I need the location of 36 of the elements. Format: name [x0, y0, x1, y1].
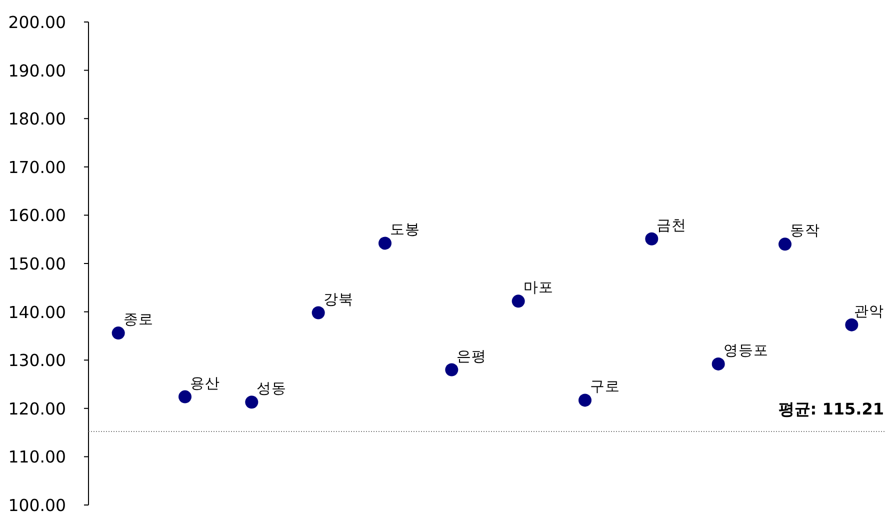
- point: [245, 396, 258, 409]
- x-tick-label: 용산: [190, 376, 220, 392]
- x-tick-label: 성동: [256, 381, 287, 398]
- y-tick-label: 140.00: [8, 302, 66, 322]
- y-tick-label: 200.00: [8, 13, 66, 32]
- y-tick-label: 100.00: [8, 496, 66, 515]
- x-tick-label: 금천: [656, 218, 687, 234]
- point: [378, 236, 392, 250]
- ref-line-label: 평균: 115.21: [778, 400, 884, 419]
- point: [512, 294, 525, 308]
- point: [312, 306, 325, 320]
- point: [578, 394, 592, 407]
- point: [845, 318, 858, 332]
- x-tick-label: 종로: [123, 312, 154, 328]
- point: [712, 357, 725, 370]
- y-tick-label: 170.00: [8, 158, 66, 177]
- x-tick-label: 마포: [523, 280, 554, 296]
- y-tick-label: 180.00: [8, 110, 66, 129]
- y-tick-label: 110.00: [8, 448, 66, 467]
- x-tick-label: 도봉: [390, 222, 420, 238]
- point: [645, 232, 658, 246]
- x-tick-label: 관악: [854, 304, 884, 320]
- point: [112, 326, 125, 340]
- x-tick-label: 강북: [323, 292, 354, 308]
- x-tick-label: 은평: [456, 348, 487, 365]
- point: [178, 390, 192, 404]
- x-tick-label: 구로: [590, 379, 620, 396]
- point: [778, 238, 792, 251]
- y-tick-label: 120.00: [8, 399, 66, 418]
- point: [445, 363, 458, 376]
- y-tick-label: 150.00: [8, 254, 66, 274]
- y-tick-label: 130.00: [8, 351, 66, 370]
- y-tick-label: 190.00: [8, 61, 66, 80]
- x-tick-label: 영등포: [723, 342, 768, 359]
- x-tick-label: 동작: [790, 223, 820, 240]
- y-tick-label: 160.00: [8, 206, 66, 226]
